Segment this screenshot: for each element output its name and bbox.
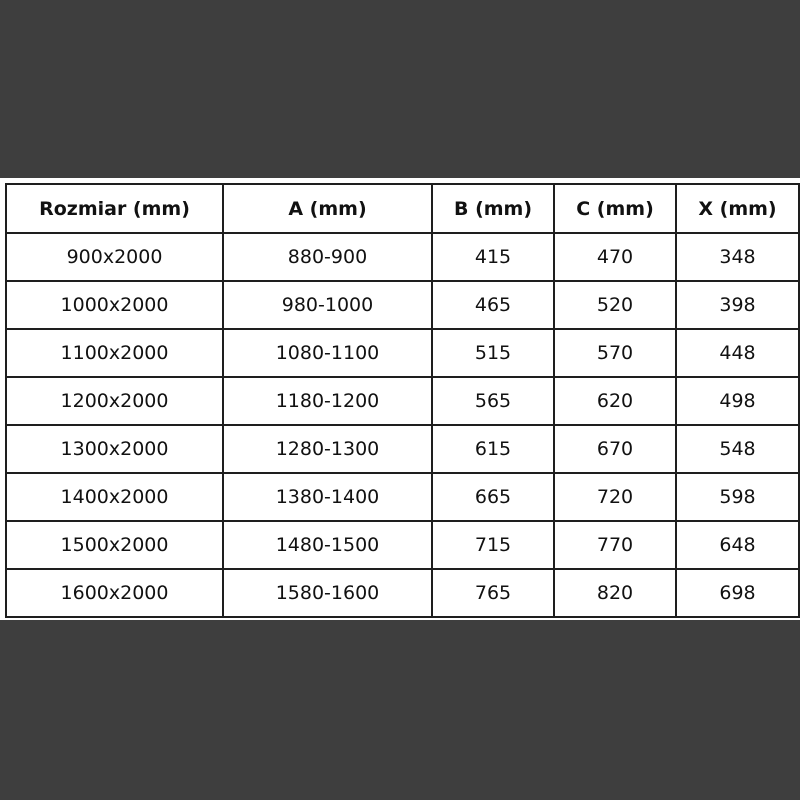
table-cell: 1380-1400 <box>222 472 433 522</box>
table-cell: 348 <box>675 232 800 282</box>
table-cell: 770 <box>553 520 677 570</box>
table-cell: 548 <box>675 424 800 474</box>
table-cell: 1000x2000 <box>5 280 224 330</box>
table-cell: 715 <box>431 520 555 570</box>
column-header: Rozmiar (mm) <box>5 183 224 234</box>
column-header: C (mm) <box>553 183 677 234</box>
table-row: 1100x2000 1080-1100 515 570 448 <box>5 328 800 378</box>
table-cell: 565 <box>431 376 555 426</box>
table-cell: 648 <box>675 520 800 570</box>
header-row: Rozmiar (mm) A (mm) B (mm) C (mm) X (mm) <box>5 183 800 234</box>
table-cell: 1100x2000 <box>5 328 224 378</box>
table-cell: 880-900 <box>222 232 433 282</box>
table-cell: 1280-1300 <box>222 424 433 474</box>
table-cell: 615 <box>431 424 555 474</box>
table-cell: 665 <box>431 472 555 522</box>
table-cell: 900x2000 <box>5 232 224 282</box>
table-row: 1200x2000 1180-1200 565 620 498 <box>5 376 800 426</box>
table-cell: 820 <box>553 568 677 618</box>
table-cell: 1200x2000 <box>5 376 224 426</box>
table-cell: 765 <box>431 568 555 618</box>
table-cell: 1180-1200 <box>222 376 433 426</box>
table-cell: 465 <box>431 280 555 330</box>
table-cell: 720 <box>553 472 677 522</box>
table-row: 1000x2000 980-1000 465 520 398 <box>5 280 800 330</box>
column-header: X (mm) <box>675 183 800 234</box>
table-cell: 498 <box>675 376 800 426</box>
table-cell: 698 <box>675 568 800 618</box>
table-cell: 598 <box>675 472 800 522</box>
table-row: 1400x2000 1380-1400 665 720 598 <box>5 472 800 522</box>
table-cell: 398 <box>675 280 800 330</box>
table-cell: 670 <box>553 424 677 474</box>
table-row: 1600x2000 1580-1600 765 820 698 <box>5 568 800 618</box>
table-cell: 1600x2000 <box>5 568 224 618</box>
table-cell: 415 <box>431 232 555 282</box>
table-cell: 470 <box>553 232 677 282</box>
table-row: 1500x2000 1480-1500 715 770 648 <box>5 520 800 570</box>
column-header: B (mm) <box>431 183 555 234</box>
table-cell: 1080-1100 <box>222 328 433 378</box>
table-cell: 620 <box>553 376 677 426</box>
table-cell: 1480-1500 <box>222 520 433 570</box>
table-cell: 1580-1600 <box>222 568 433 618</box>
table-cell: 515 <box>431 328 555 378</box>
table-cell: 1300x2000 <box>5 424 224 474</box>
table-row: 1300x2000 1280-1300 615 670 548 <box>5 424 800 474</box>
dimensions-table: Rozmiar (mm) A (mm) B (mm) C (mm) X (mm) 900… <box>5 183 800 618</box>
table-cell: 448 <box>675 328 800 378</box>
column-header: A (mm) <box>222 183 433 234</box>
table-cell: 980-1000 <box>222 280 433 330</box>
table-cell: 520 <box>553 280 677 330</box>
table-cell: 570 <box>553 328 677 378</box>
table-row: 900x2000 880-900 415 470 348 <box>5 232 800 282</box>
table-cell: 1400x2000 <box>5 472 224 522</box>
table-cell: 1500x2000 <box>5 520 224 570</box>
